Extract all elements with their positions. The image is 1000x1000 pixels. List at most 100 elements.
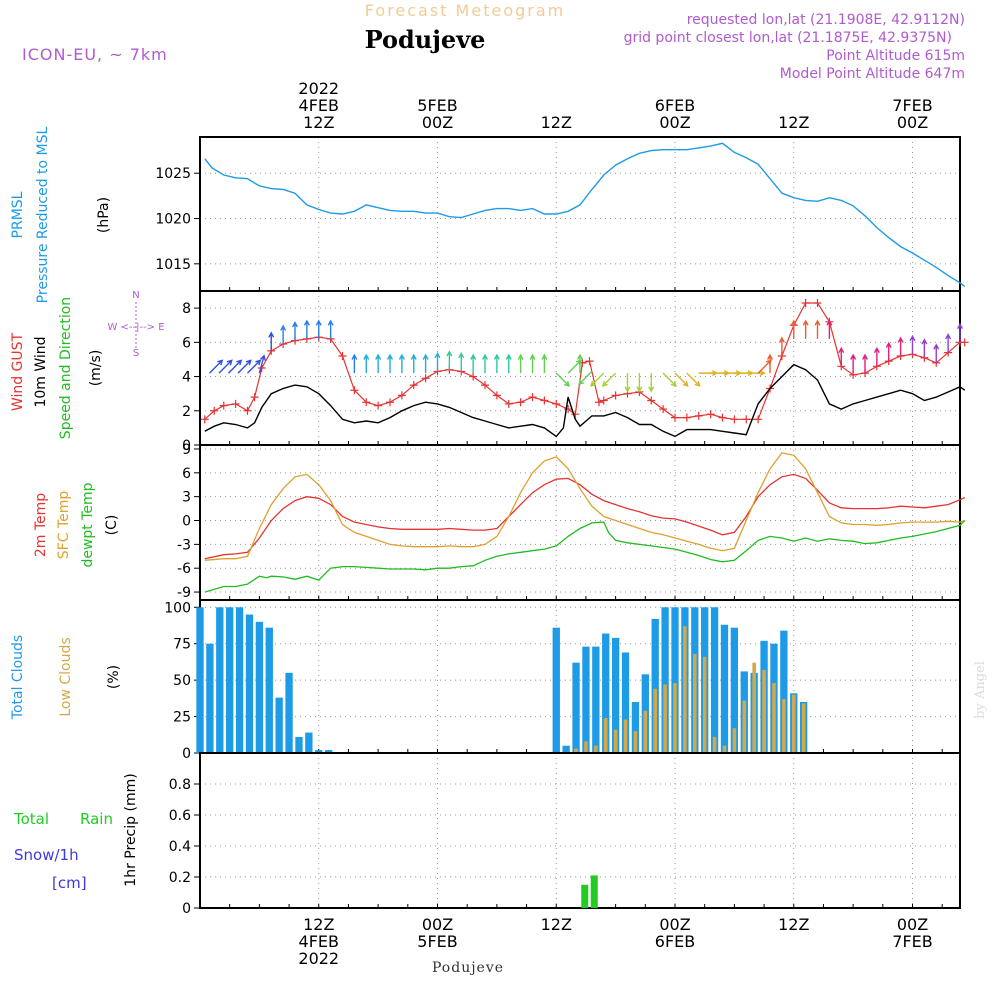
low-cloud-label: Low Clouds	[58, 637, 74, 716]
pressure-ytick-label: 1025	[155, 166, 191, 182]
total-cloud-bar	[552, 627, 560, 753]
wind-direction-arrow	[802, 319, 809, 339]
low-cloud-bar	[623, 719, 628, 753]
total-cloud-bar	[592, 646, 600, 753]
gust-series-marker	[492, 391, 501, 400]
total-cloud-bar	[315, 750, 323, 753]
total-cloud-bar	[562, 745, 570, 753]
bottom-time-label: 7FEB	[892, 932, 932, 951]
wind-direction-arrow	[624, 373, 631, 393]
total-cloud-bar	[265, 627, 273, 753]
low-cloud-bar	[683, 626, 687, 753]
total-cloud-bar	[661, 607, 669, 753]
temperature-axis-title: 2m Temp SFC Temp dewpt Temp (C)	[33, 482, 120, 567]
prmsl-label: PRMSL	[10, 191, 26, 238]
gust-series-marker	[200, 415, 209, 424]
gust-series-marker	[516, 398, 525, 407]
gust-series-marker	[397, 391, 406, 400]
gust-series-marker	[250, 393, 259, 402]
prmsl-series	[204, 142, 966, 288]
wind-ytick-label: 4	[182, 370, 191, 386]
temperature-frame	[199, 444, 961, 601]
cloud-unit: (%)	[106, 665, 122, 689]
gust-series-marker	[595, 398, 603, 407]
wind-direction-arrow	[280, 324, 287, 345]
wind-direction-arrow	[909, 334, 916, 355]
model-altitude: Model Point Altitude 647m	[780, 66, 965, 82]
top-time-label: 5FEB	[417, 96, 457, 115]
wind-direction-arrow	[375, 353, 382, 374]
wind-direction-arrow	[601, 372, 617, 387]
gust-series-marker	[718, 413, 727, 422]
rain-bar	[581, 884, 589, 908]
t2m-label: 2m Temp	[33, 493, 49, 557]
wind-direction-arrow	[757, 359, 772, 374]
precip-unit: 1hr Precip (mm)	[123, 773, 139, 886]
wind-direction-arrow	[268, 331, 275, 351]
wind-series	[204, 363, 966, 438]
wind-direction-arrow	[303, 319, 310, 339]
gust-series-marker	[706, 410, 715, 419]
temperature-ytick-label: -6	[177, 561, 191, 577]
wind-direction-arrow	[861, 353, 869, 374]
compass-n: N	[132, 290, 139, 301]
temperature-ytick-label: 3	[182, 490, 191, 506]
wind-direction-arrow	[481, 353, 489, 374]
gust-series-marker	[694, 411, 703, 420]
wind-direction-arrow	[826, 319, 833, 339]
gust-series-marker	[564, 405, 573, 414]
grid-coords: grid point closest lon,lat (21.1875E, 42…	[624, 30, 952, 46]
clouds-ytick-label: 75	[173, 637, 191, 653]
wind-direction-arrow	[686, 372, 701, 387]
total-cloud-bar	[255, 621, 264, 753]
total-cloud-bar	[780, 630, 788, 753]
total-cloud-bar	[196, 607, 204, 753]
low-cloud-bar	[801, 703, 806, 753]
tsfc-series	[204, 452, 966, 561]
wind-direction-arrow	[247, 359, 262, 374]
total-cloud-bar	[295, 736, 303, 753]
gust-series-marker	[338, 352, 347, 361]
low-cloud-bar	[673, 683, 677, 753]
location-title: Podujeve	[365, 25, 486, 54]
gust-series-marker	[374, 401, 383, 410]
prmsl-long-label: Pressure Reduced to MSL	[35, 126, 51, 303]
gust-series-marker	[754, 415, 763, 424]
top-time-label: 7FEB	[892, 96, 932, 115]
low-cloud-bar	[722, 745, 727, 753]
wind-direction-arrow	[363, 353, 370, 374]
model-name: ICON-EU, ~ 7km	[22, 45, 168, 64]
precip-ytick-label: 0.2	[169, 870, 191, 886]
rain-bar	[590, 875, 598, 908]
faint-title: Forecast Meteogram	[365, 1, 565, 20]
gust-series-marker	[469, 372, 478, 381]
compass-s: S	[133, 348, 139, 359]
rain-label: Rain	[80, 810, 113, 828]
precip-frame	[199, 752, 961, 909]
wind-panel: 0 2 4 6 8	[182, 290, 969, 454]
total-cloud-bar	[611, 637, 620, 753]
low-cloud-bar	[752, 662, 756, 753]
wind-direction-arrow	[636, 373, 643, 393]
low-cloud-bar	[782, 699, 786, 753]
clouds-ytick-label: 25	[173, 710, 191, 726]
top-time-label: 4FEB	[299, 96, 339, 115]
gust-series-marker	[552, 399, 561, 408]
gust-series-marker	[243, 406, 252, 415]
temp-unit: (C)	[104, 515, 120, 536]
total-cloud-bar	[582, 646, 590, 753]
gust-series-marker	[231, 399, 240, 408]
total-cloud-bar	[226, 607, 234, 753]
clouds-ytick-label: 0	[182, 746, 191, 762]
wind-unit: (m/s)	[88, 350, 104, 387]
pressure-ytick-label: 1015	[155, 257, 191, 273]
total-cloud-label: Total Clouds	[10, 635, 26, 720]
low-cloud-bar	[633, 731, 638, 753]
precip-ytick-label: 0.8	[169, 777, 191, 793]
pressure-unit: (hPa)	[96, 197, 112, 233]
total-cloud-bar	[710, 607, 719, 753]
gust-series-marker	[659, 405, 668, 414]
clouds-frame	[199, 599, 961, 754]
top-time-label: 00Z	[422, 113, 453, 132]
